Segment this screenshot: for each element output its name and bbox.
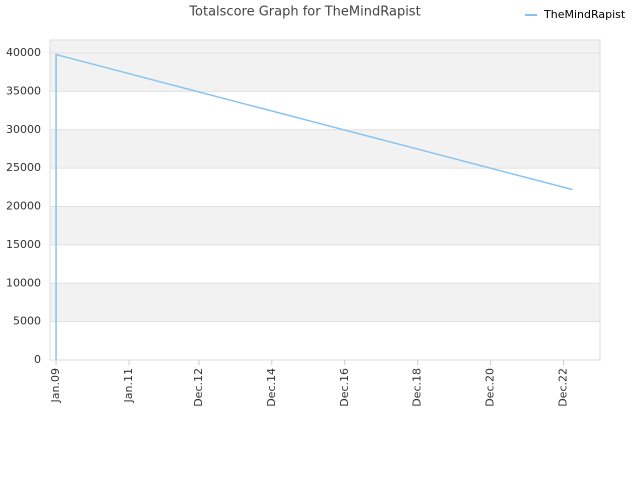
- y-tick-label: 10000: [6, 276, 41, 289]
- x-tick-label: Jan.09: [49, 368, 62, 403]
- legend-label: TheMindRapist: [543, 8, 626, 21]
- plot-border: [49, 39, 601, 361]
- y-tick-label: 0: [34, 353, 41, 366]
- x-tick-label: Jan.11: [122, 368, 135, 403]
- x-tick-label: Dec.18: [411, 368, 424, 407]
- x-tick-label: Dec.22: [557, 368, 570, 407]
- x-tick-label: Dec.20: [484, 368, 497, 407]
- y-tick-label: 25000: [6, 161, 41, 174]
- chart-title: Totalscore Graph for TheMindRapist: [188, 5, 420, 20]
- plot-band: [50, 91, 600, 130]
- y-tick-label: 40000: [6, 46, 41, 59]
- y-tick-label: 35000: [6, 84, 41, 97]
- y-tick-label: 15000: [6, 238, 41, 251]
- y-tick-label: 30000: [6, 123, 41, 136]
- series-line: [55, 53, 573, 360]
- y-tick-label: 5000: [13, 315, 41, 328]
- plot-band: [50, 244, 600, 284]
- y-tick-label: 20000: [6, 200, 41, 213]
- x-tick-label: Dec.16: [338, 368, 351, 407]
- plot-band: [50, 168, 600, 207]
- x-tick-label: Dec.12: [192, 368, 205, 407]
- plot-band: [50, 321, 600, 360]
- x-tick-label: Dec.14: [265, 368, 278, 407]
